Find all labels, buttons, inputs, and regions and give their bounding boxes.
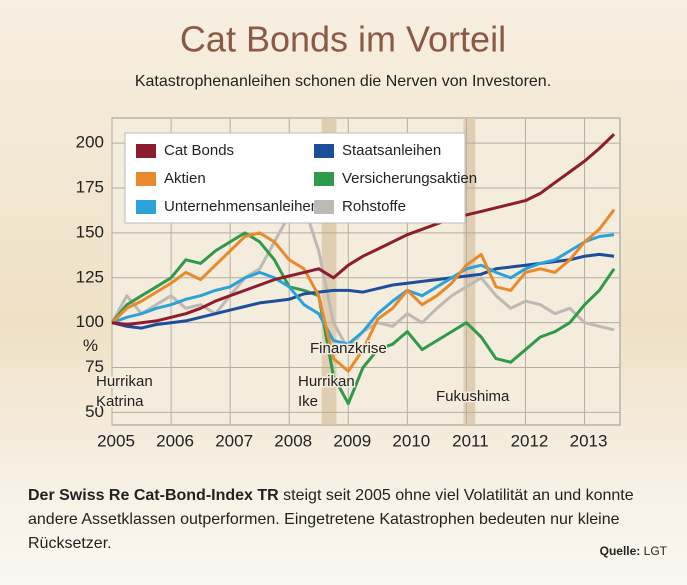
x-tick-label: 2009	[333, 431, 371, 450]
legend	[124, 132, 466, 224]
chart-subtitle: Katastrophenanleihen schonen die Nerven …	[135, 73, 551, 90]
series-line	[110, 231, 616, 405]
x-tick-label: 2012	[511, 431, 549, 450]
y-tick-label: 50	[85, 402, 104, 421]
legend-swatch	[136, 144, 156, 158]
annotation: Hurrikan	[298, 373, 355, 390]
annotation: Finanzkrise	[310, 340, 387, 357]
footer-bold: Der Swiss Re Cat-Bond-Index TR	[28, 487, 279, 504]
series-line	[111, 133, 616, 326]
y-unit: %	[83, 336, 98, 355]
legend-label: Versicherungsaktien	[342, 170, 477, 187]
legend-swatch	[136, 172, 156, 186]
chart-title: Cat Bonds im Vorteil	[180, 19, 506, 60]
x-tick-label: 2011	[452, 431, 489, 450]
legend-swatch	[314, 200, 334, 214]
y-tick-label: 125	[76, 267, 104, 286]
highlight-band	[463, 118, 476, 425]
footer-text: steigt seit 2005 ohne viel Volatilität a…	[28, 487, 634, 552]
annotation: Katrina	[96, 393, 144, 410]
series-line	[111, 252, 615, 330]
source: Quelle: LGT	[600, 544, 667, 558]
x-tick-label: 2008	[274, 431, 312, 450]
legend-label: Unternehmensanleihen	[164, 198, 319, 215]
legend-label: Cat Bonds	[164, 142, 234, 159]
chart: Cat Bonds im Vorteil Katastrophenanleihe…	[76, 19, 621, 450]
y-tick-label: 200	[76, 133, 104, 152]
legend-label: Aktien	[164, 170, 206, 187]
source-text: LGT	[643, 544, 667, 558]
y-tick-label: 100	[76, 312, 104, 331]
series-line	[110, 208, 616, 373]
annotation: Hurrikan	[96, 373, 153, 390]
x-tick-label: 2010	[392, 431, 430, 450]
annotation: Fukushima	[436, 388, 510, 405]
legend-swatch	[314, 172, 334, 186]
series-line	[111, 233, 615, 346]
y-tick-label: 75	[85, 357, 104, 376]
legend-swatch	[314, 144, 334, 158]
x-tick-label: 2006	[156, 431, 194, 450]
legend-swatch	[136, 200, 156, 214]
x-tick-label: 2013	[570, 431, 608, 450]
annotation: Ike	[298, 393, 318, 410]
x-tick-label: 2005	[97, 431, 135, 450]
source-label: Quelle:	[599, 544, 641, 558]
legend-label: Rohstoffe	[342, 198, 406, 215]
legend-label: Staatsanleihen	[342, 142, 441, 159]
footer: Der Swiss Re Cat-Bond-Index TR steigt se…	[28, 484, 668, 556]
y-tick-label: 175	[76, 178, 104, 197]
y-tick-label: 150	[76, 222, 104, 241]
x-tick-label: 2007	[215, 431, 253, 450]
